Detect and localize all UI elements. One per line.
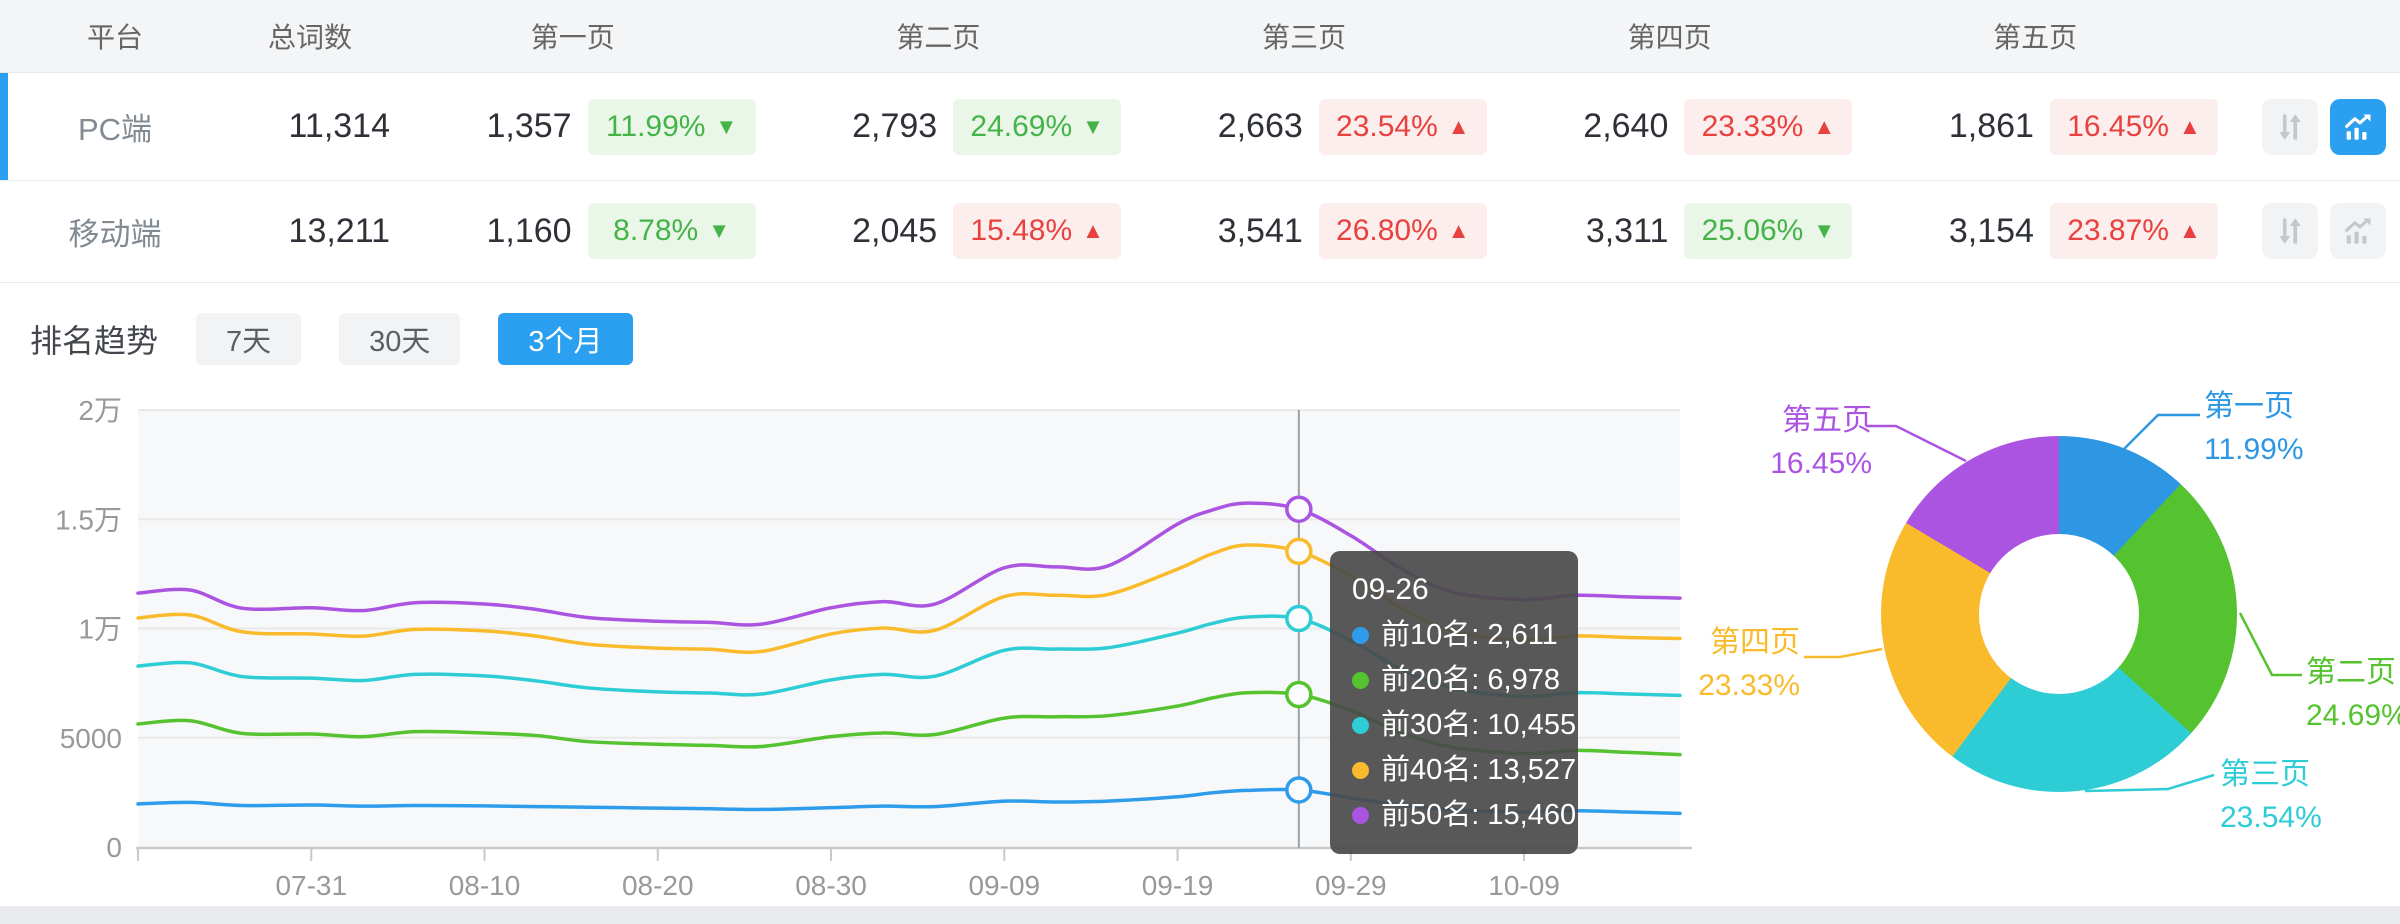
donut-label-第四页: 第四页 23.33% [1698, 626, 1800, 702]
series-dot-icon [1352, 627, 1369, 644]
svg-text:09-19: 09-19 [1142, 870, 1214, 901]
svg-text:08-10: 08-10 [449, 870, 521, 901]
sort-button[interactable] [2261, 98, 2318, 155]
trend-down-arrow-icon: ▼ [708, 218, 731, 243]
tooltip-series-row: 前10名: 2,611 [1352, 613, 1558, 658]
svg-text:07-31: 07-31 [275, 870, 347, 901]
trend-up-arrow-icon: ▲ [2178, 113, 2201, 139]
page-count: 2,663 [1217, 107, 1303, 145]
donut-label-第五页: 第五页 16.45% [1770, 404, 1872, 480]
donut-label-第三页: 第三页 23.54% [2220, 758, 2322, 834]
tooltip-series-row: 前30名: 10,455 [1352, 703, 1576, 748]
page-distribution-donut-chart[interactable] [1881, 436, 2237, 792]
svg-text:10-09: 10-09 [1488, 870, 1560, 901]
donut-label-第一页: 第一页 11.99% [2204, 390, 2304, 466]
percent-badge: 11.99% ▼ [587, 98, 756, 155]
trend-up-arrow-icon: ▲ [1447, 113, 1470, 139]
svg-text:2万: 2万 [78, 395, 122, 426]
trend-down-arrow-icon: ▼ [715, 113, 738, 139]
percent-badge: 15.48% ▲ [953, 203, 1122, 259]
page-count: 1,160 [486, 211, 572, 250]
table-header-row: 平台 总词数 第一页 第二页 第三页 第四页 第五页 [0, 0, 2400, 73]
trend-down-arrow-icon: ▼ [1813, 218, 1836, 243]
header-page-3: 第三页 [1261, 22, 1346, 53]
tooltip-series-row: 前40名: 13,527 [1352, 748, 1576, 793]
header-platform: 平台 [86, 22, 143, 53]
section-title: 排名趋势 [30, 323, 159, 359]
sort-arrows-icon [2279, 218, 2301, 244]
trend-chart-icon [2345, 218, 2371, 244]
trend-chart-button[interactable] [2329, 203, 2386, 259]
trend-up-arrow-icon: ▲ [2178, 218, 2201, 243]
trend-toolbar: 排名趋势 7天 30天 3个月 [30, 313, 633, 365]
percent-badge: 23.33% ▲ [1684, 98, 1853, 155]
table-row-pc[interactable]: PC端 11,314 1,357 11.99% ▼ 2,793 24.69% ▼ 2… [0, 73, 2400, 180]
page-count: 2,045 [852, 211, 938, 250]
trend-up-arrow-icon: ▲ [1082, 218, 1104, 243]
page-count: 1,861 [1948, 107, 2034, 145]
svg-text:09-29: 09-29 [1315, 870, 1387, 901]
series-dot-icon [1352, 807, 1369, 824]
header-page-4: 第四页 [1627, 22, 1712, 53]
series-dot-icon [1352, 762, 1369, 779]
trend-chart-icon [2345, 114, 2371, 140]
rank-table: 平台 总词数 第一页 第二页 第三页 第四页 第五页 PC端 11,314 1,… [0, 0, 2400, 281]
svg-text:0: 0 [106, 832, 122, 863]
page-count: 2,793 [852, 107, 938, 145]
table-row-mobile[interactable]: 移动端 13,211 1,160 8.78% ▼ 2,045 15.48% ▲ 3,… [0, 180, 2400, 281]
tab-30天[interactable]: 30天 [339, 313, 461, 365]
sort-arrows-icon [2279, 113, 2301, 140]
percent-badge: 16.45% ▲ [2049, 98, 2218, 155]
series-dot-icon [1352, 717, 1369, 734]
svg-text:1万: 1万 [78, 614, 122, 645]
trend-down-arrow-icon: ▼ [1082, 113, 1104, 139]
percent-badge: 23.87% ▲ [2049, 203, 2218, 259]
page-count: 3,541 [1217, 211, 1303, 250]
donut-hole [1979, 534, 2139, 694]
header-total-words: 总词数 [267, 22, 352, 53]
header-page-2: 第二页 [896, 22, 981, 53]
svg-text:08-20: 08-20 [622, 870, 694, 901]
page-count: 2,640 [1583, 107, 1669, 145]
percent-badge: 26.80% ▲ [1318, 203, 1487, 259]
tooltip-date: 09-26 [1352, 573, 1429, 606]
percent-badge: 24.69% ▼ [953, 98, 1122, 155]
donut-label-第二页: 第二页 24.69% [2306, 656, 2400, 732]
header-page-5: 第五页 [1993, 22, 2078, 53]
trend-up-arrow-icon: ▲ [1447, 218, 1470, 243]
header-page-1: 第一页 [530, 22, 615, 53]
trend-up-arrow-icon: ▲ [1813, 113, 1836, 139]
tooltip-series-row: 前50名: 15,460 [1352, 793, 1576, 838]
total-words: 11,314 [288, 107, 390, 145]
trend-chart-button[interactable] [2329, 98, 2386, 155]
tab-3个月[interactable]: 3个月 [498, 313, 633, 365]
chart-tooltip: 09-26 前10名: 2,611 前20名: 6,978 前30名: 10,4… [1330, 551, 1578, 854]
sort-button[interactable] [2261, 203, 2318, 259]
tab-7天[interactable]: 7天 [196, 313, 302, 365]
percent-badge: 25.06% ▼ [1684, 203, 1853, 259]
svg-text:09-09: 09-09 [968, 870, 1040, 901]
tooltip-series-row: 前20名: 6,978 [1352, 658, 1560, 703]
percent-badge: 23.54% ▲ [1318, 98, 1487, 155]
svg-text:5000: 5000 [60, 723, 122, 754]
page-count: 3,154 [1948, 211, 2034, 250]
svg-text:08-30: 08-30 [795, 870, 867, 901]
platform-name: PC端 [77, 112, 153, 147]
svg-text:1.5万: 1.5万 [55, 504, 122, 535]
percent-badge: 8.78% ▼ [587, 203, 756, 259]
page-count: 3,311 [1585, 211, 1669, 250]
series-dot-icon [1352, 672, 1369, 689]
page-count: 1,357 [486, 107, 572, 145]
platform-name: 移动端 [68, 216, 162, 252]
total-words: 13,211 [288, 211, 390, 250]
